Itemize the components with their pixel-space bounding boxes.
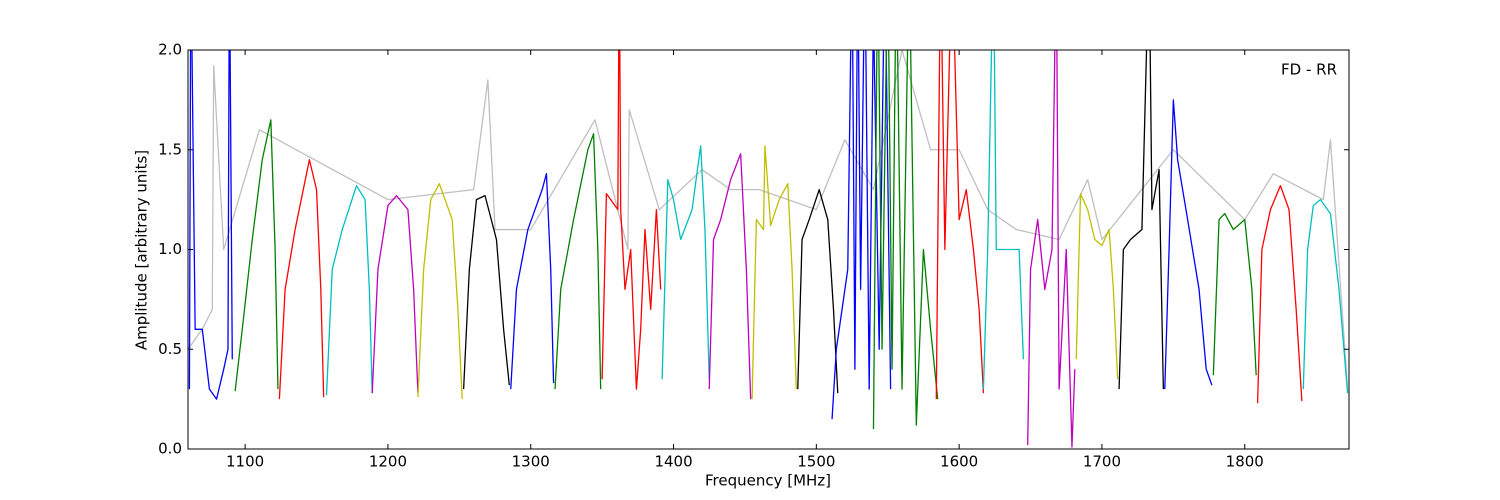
series-line: [1027, 50, 1076, 448]
annotation: FD - RR: [1281, 61, 1337, 79]
series-line: [462, 194, 510, 390]
series-line: [1256, 185, 1303, 404]
y-tick-label: 1.5: [158, 140, 182, 158]
series-line: [325, 185, 373, 396]
y-tick-label: 0.0: [158, 440, 182, 458]
x-tick-label: 1700: [1083, 453, 1121, 471]
y-tick-label: 0.5: [158, 340, 182, 358]
series-line: [417, 183, 463, 400]
x-tick-label: 1500: [797, 453, 835, 471]
x-axis-label: Frequency [MHz]: [705, 472, 831, 490]
x-tick-label: 1300: [512, 453, 550, 471]
series-line: [188, 50, 233, 400]
series-line: [751, 145, 797, 400]
plot-area: [188, 50, 1349, 449]
x-tick-label: 1200: [369, 453, 407, 471]
series-line: [1075, 192, 1119, 380]
y-tick-label: 2.0: [158, 41, 182, 59]
series-group: [188, 50, 1349, 448]
series-line: [1118, 50, 1165, 390]
series-line: [708, 153, 752, 400]
series-line: [982, 50, 1025, 390]
series-line: [1302, 198, 1349, 394]
series-line: [278, 159, 325, 400]
x-tick-label: 1100: [226, 453, 264, 471]
x-tick-label: 1400: [654, 453, 692, 471]
series-line: [601, 50, 662, 390]
series-line: [831, 50, 892, 420]
series-line: [1212, 212, 1257, 376]
series-line: [554, 133, 602, 390]
series-line: [371, 194, 419, 394]
x-tick-label: 1800: [1226, 453, 1264, 471]
y-axis-label: Amplitude [arbitrary units]: [133, 150, 151, 350]
series-line: [935, 50, 985, 400]
y-tick-label: 1.0: [158, 240, 182, 258]
x-tick-label: 1600: [940, 453, 978, 471]
series-line: [188, 50, 1349, 390]
series-line: [872, 50, 939, 430]
series-line: [1164, 99, 1213, 390]
series-line: [661, 145, 710, 380]
series-line: [510, 173, 555, 390]
series-line: [797, 188, 839, 394]
series-line: [234, 119, 279, 392]
